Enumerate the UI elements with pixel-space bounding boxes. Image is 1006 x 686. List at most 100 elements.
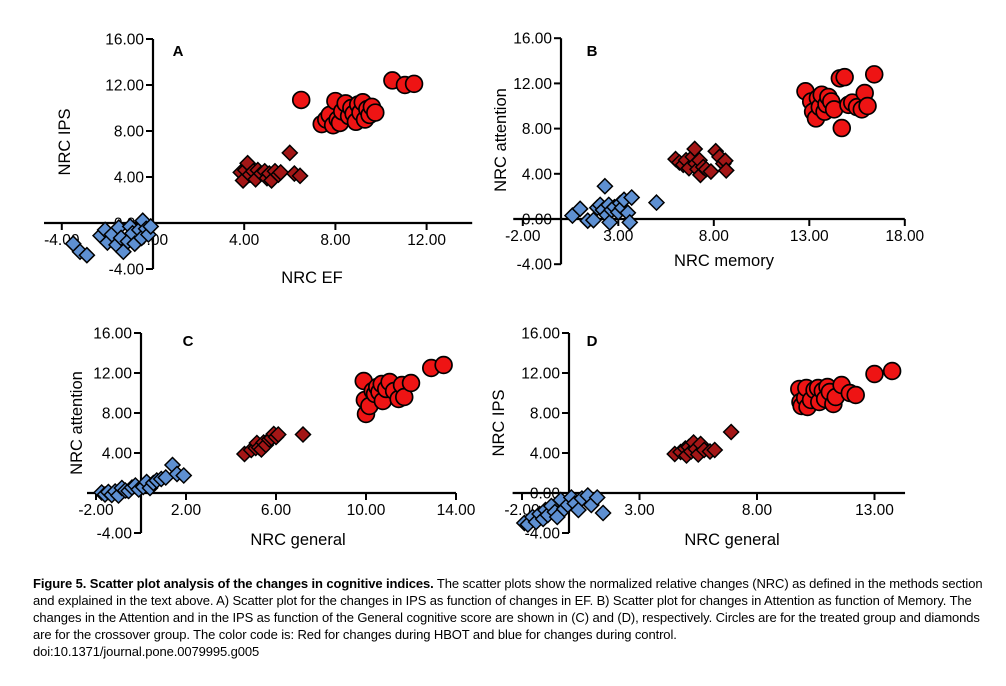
- svg-text:12.00: 12.00: [513, 76, 552, 93]
- doi-line: doi:10.1371/journal.pone.0079995.g005: [33, 644, 260, 659]
- axes: [513, 37, 906, 266]
- y-axis-title: NRC IPS: [492, 390, 508, 457]
- svg-text:8.00: 8.00: [699, 228, 730, 245]
- svg-text:16.00: 16.00: [105, 32, 144, 49]
- series-crossover-control: [515, 486, 612, 534]
- svg-text:6.00: 6.00: [261, 502, 292, 519]
- data-point-diamond: [175, 466, 193, 485]
- x-axis-title: NRC general: [684, 531, 779, 549]
- panel-letter: A: [173, 43, 184, 60]
- series-crossover-control: [64, 212, 160, 264]
- y-axis-title: NRC attention: [492, 88, 510, 192]
- data-point-diamond: [272, 163, 290, 181]
- svg-text:16.00: 16.00: [513, 31, 552, 48]
- data-point-diamond: [594, 504, 612, 522]
- data-point-diamond: [291, 167, 309, 185]
- data-point-circle: [404, 74, 424, 94]
- caption-title: Figure 5. Scatter plot analysis of the c…: [33, 576, 434, 591]
- svg-text:13.00: 13.00: [855, 502, 894, 519]
- panel-b-attention-vs-memory: -4.00 0.00 4.00 8.00 12.00 16.00 -2.00 3.00 8.00…: [492, 18, 992, 303]
- series-crossover-hbot: [666, 423, 740, 465]
- data-point-circle: [434, 355, 453, 375]
- series-crossover-control: [563, 177, 666, 231]
- svg-text:12.00: 12.00: [105, 78, 144, 95]
- x-axis-title: NRC general: [250, 531, 345, 549]
- data-point-diamond: [596, 177, 614, 195]
- caption-text: Figure 5. Scatter plot analysis of the c…: [33, 575, 986, 643]
- panel-a-ips-vs-ef: -4.000.004.008.0012.0016.00-4.000.004.00…: [30, 18, 492, 303]
- y-axis-title: NRC attention: [68, 371, 86, 475]
- svg-text:4.00: 4.00: [522, 166, 553, 183]
- svg-text:14.00: 14.00: [437, 502, 476, 519]
- svg-text:-2.00: -2.00: [78, 502, 114, 519]
- data-point-diamond: [623, 188, 641, 207]
- data-point-diamond: [294, 425, 312, 444]
- panel-letter: C: [183, 333, 194, 350]
- series-treated-hbot: [790, 361, 902, 417]
- svg-text:12.00: 12.00: [521, 366, 560, 383]
- svg-text:16.00: 16.00: [521, 326, 560, 343]
- data-point-circle: [835, 67, 854, 87]
- svg-text:8.00: 8.00: [102, 406, 133, 423]
- series-treated-hbot: [354, 355, 453, 424]
- series-treated-hbot: [796, 65, 884, 138]
- series-crossover-hbot: [232, 144, 309, 190]
- data-point-diamond: [621, 213, 639, 231]
- caption-body: The scatter plots show the normalized re…: [33, 576, 983, 642]
- data-point-circle: [291, 90, 311, 110]
- data-point-circle: [401, 373, 421, 393]
- series-crossover-hbot: [667, 140, 735, 184]
- axis-labels: -4.000.004.008.0012.0016.00-4.000.004.00…: [44, 32, 446, 288]
- y-axis-title: NRC IPS: [56, 109, 74, 176]
- data-point-diamond: [584, 211, 603, 229]
- series-crossover-control: [93, 456, 193, 505]
- data-point-circle: [882, 361, 902, 381]
- svg-text:8.00: 8.00: [320, 232, 351, 249]
- svg-text:2.00: 2.00: [171, 502, 202, 519]
- data-point-diamond: [78, 246, 96, 264]
- series-crossover-hbot: [235, 425, 312, 463]
- data-point-diamond: [269, 425, 287, 444]
- data-point-circle: [832, 118, 852, 138]
- data-point-diamond: [717, 161, 735, 179]
- figure-caption: Figure 5. Scatter plot analysis of the c…: [33, 575, 986, 660]
- svg-text:4.00: 4.00: [102, 446, 133, 463]
- series-treated-hbot: [291, 71, 424, 135]
- svg-text:12.00: 12.00: [407, 232, 446, 249]
- data-point-circle: [846, 385, 865, 405]
- svg-text:8.00: 8.00: [522, 121, 553, 138]
- data-point-diamond: [588, 488, 606, 507]
- svg-text:8.00: 8.00: [742, 502, 773, 519]
- svg-text:-4.00: -4.00: [517, 257, 553, 274]
- svg-text:18.00: 18.00: [885, 228, 924, 245]
- svg-text:4.00: 4.00: [530, 446, 561, 463]
- svg-text:-2.00: -2.00: [505, 228, 541, 245]
- panel-letter: D: [587, 333, 598, 350]
- svg-text:-4.00: -4.00: [97, 526, 133, 543]
- data-point-circle: [865, 364, 884, 384]
- data-point-diamond: [722, 423, 740, 441]
- panel-letter: B: [587, 43, 598, 60]
- data-point-diamond: [142, 217, 160, 236]
- svg-text:3.00: 3.00: [624, 502, 655, 519]
- svg-text:-4.00: -4.00: [525, 526, 561, 543]
- panel-c-attention-vs-general: -4.000.004.008.0012.0016.00-2.002.006.00…: [30, 312, 492, 574]
- scatter-plot-C: -4.000.004.008.0012.0016.00-2.002.006.00…: [68, 326, 476, 550]
- data-point-circle: [858, 96, 877, 116]
- data-point-diamond: [601, 213, 619, 231]
- data-point-diamond: [647, 194, 666, 212]
- svg-text:16.00: 16.00: [93, 326, 132, 343]
- svg-text:8.00: 8.00: [530, 406, 561, 423]
- svg-text:10.00: 10.00: [347, 502, 386, 519]
- svg-text:-4.00: -4.00: [109, 262, 145, 279]
- data-point-diamond: [702, 162, 720, 181]
- data-point-diamond: [281, 144, 299, 162]
- data-point-diamond: [706, 441, 724, 459]
- svg-text:4.00: 4.00: [229, 232, 260, 249]
- scatter-plot-A: -4.000.004.008.0012.0016.00-4.000.004.00…: [44, 32, 473, 288]
